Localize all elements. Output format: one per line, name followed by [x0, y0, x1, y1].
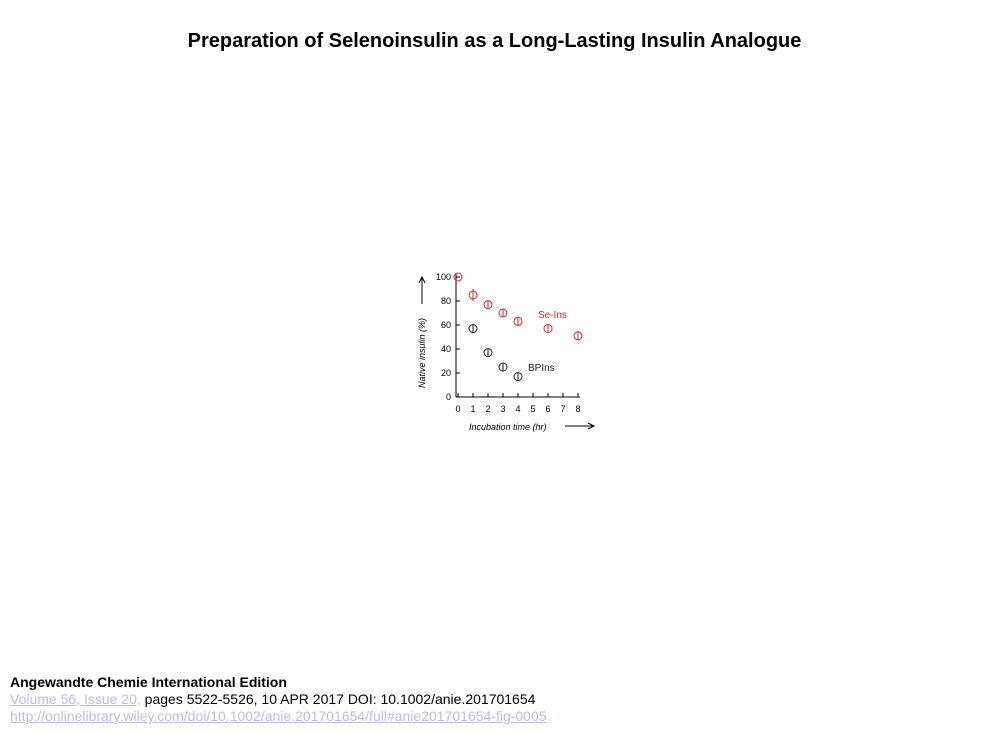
bpins-point [513, 372, 523, 382]
se-ins-point [453, 272, 463, 282]
chart: 0 20 40 60 80 100 0 1 2 3 4 5 6 7 8 Incubation time (hr… [400, 262, 610, 442]
x-tick-label: 5 [530, 404, 535, 414]
x-tick-label: 3 [500, 404, 505, 414]
x-tick-label: 6 [545, 404, 550, 414]
se-ins-point [468, 290, 478, 300]
series-label-bpins: BPIns [528, 363, 555, 374]
y-tick-label: 20 [441, 368, 451, 378]
citation-footer: Angewandte Chemie International Edition … [10, 674, 547, 725]
x-tick-label: 4 [515, 404, 520, 414]
y-tick-label: 80 [441, 296, 451, 306]
y-tick-label: 40 [441, 344, 451, 354]
se-ins-point [513, 316, 523, 326]
series-label-se-ins: Se-Ins [538, 310, 567, 321]
se-ins-point [498, 308, 508, 318]
y-tick-label: 100 [436, 272, 451, 282]
x-axis-label: Incubation time (hr) [469, 422, 547, 432]
article-url-link[interactable]: http://onlinelibrary.wiley.com/doi/10.10… [10, 708, 547, 724]
bpins-point [468, 324, 478, 334]
volume-issue-link[interactable]: Volume 56, Issue 20, [10, 691, 141, 707]
chart-canvas: 0 20 40 60 80 100 0 1 2 3 4 5 6 7 8 Incubation time (hr… [400, 262, 610, 447]
bpins-point [483, 348, 493, 358]
journal-name: Angewandte Chemie International Edition [10, 674, 287, 690]
x-tick-label: 2 [485, 404, 490, 414]
bpins-point [498, 362, 508, 372]
citation-line: Volume 56, Issue 20, pages 5522-5526, 10… [10, 691, 547, 708]
x-tick-label: 1 [470, 404, 475, 414]
se-ins-point [543, 324, 553, 334]
x-tick-label: 8 [575, 404, 580, 414]
se-ins-point [573, 331, 583, 341]
pages-doi-text: pages 5522-5526, 10 APR 2017 DOI: 10.100… [144, 691, 536, 707]
y-axis-label: Native insulin (%) [417, 318, 427, 388]
x-tick-label: 7 [560, 404, 565, 414]
y-tick-label: 60 [441, 320, 451, 330]
x-axis-arrow-head [587, 422, 596, 430]
y-tick-label: 0 [446, 392, 451, 402]
slide-title: Preparation of Selenoinsulin as a Long‐L… [187, 30, 802, 52]
y-axis-arrow-head [418, 275, 426, 284]
x-tick-label: 0 [455, 404, 460, 414]
se-ins-point [483, 300, 493, 310]
